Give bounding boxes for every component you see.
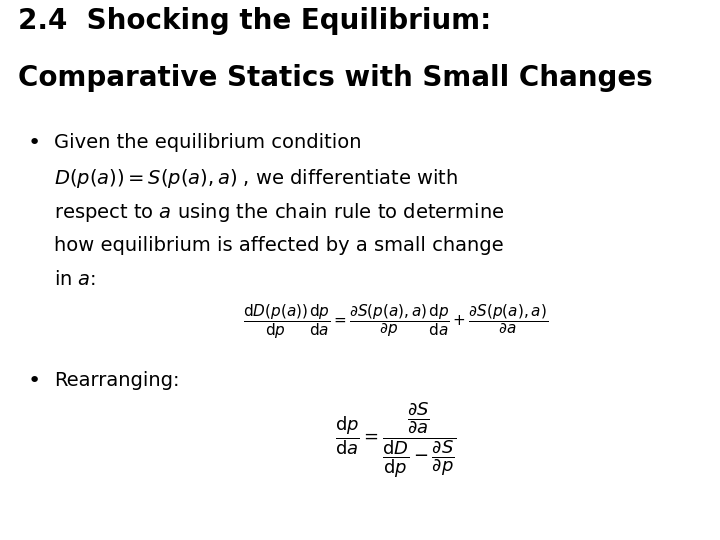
Text: $D(p(a)) = S(p(a), a)$ , we differentiate with: $D(p(a)) = S(p(a), a)$ , we differentiat… [54,167,458,190]
Text: Rearranging:: Rearranging: [54,371,179,390]
Text: how equilibrium is affected by a small change: how equilibrium is affected by a small c… [54,236,503,255]
Text: Given the equilibrium condition: Given the equilibrium condition [54,133,361,152]
Text: 2.4  Shocking the Equilibrium:: 2.4 Shocking the Equilibrium: [18,8,491,36]
Text: $\dfrac{\mathrm{d}p}{\mathrm{d}a} = \dfrac{\dfrac{\partial S}{\partial a}}{\dfra: $\dfrac{\mathrm{d}p}{\mathrm{d}a} = \dfr… [335,401,457,481]
Text: Comparative Statics with Small Changes: Comparative Statics with Small Changes [18,64,653,92]
Text: in $a$:: in $a$: [54,270,96,289]
Text: Copyright ©2014 Pearson Education, Inc. All rights reserved.: Copyright ©2014 Pearson Education, Inc. … [14,511,333,521]
Text: •: • [27,371,40,391]
Text: $\dfrac{\mathrm{d}D(p(a))}{\mathrm{d}p}\dfrac{\mathrm{d}p}{\mathrm{d}a} = \dfrac: $\dfrac{\mathrm{d}D(p(a))}{\mathrm{d}p}\… [243,302,549,341]
Text: 2-19: 2-19 [682,511,706,521]
Text: •: • [27,133,40,153]
Text: respect to $a$ using the chain rule to determine: respect to $a$ using the chain rule to d… [54,201,505,225]
